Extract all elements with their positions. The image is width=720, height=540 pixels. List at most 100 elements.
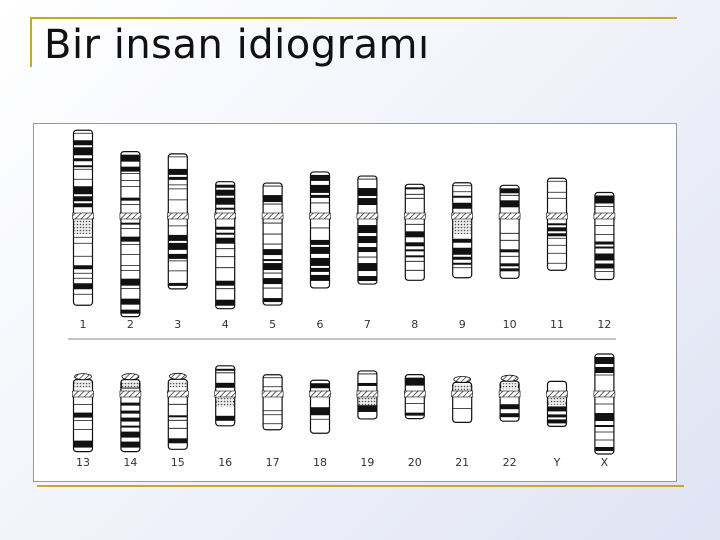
band <box>357 225 377 234</box>
band <box>594 241 614 245</box>
band <box>405 377 425 386</box>
centromere <box>214 212 236 220</box>
centromere <box>261 390 284 398</box>
chromosome-label: 4 <box>222 318 229 331</box>
band <box>500 263 520 267</box>
chromosome-X: X <box>593 353 616 469</box>
chromosome-label: 3 <box>174 318 181 331</box>
chromosome-label: 15 <box>171 456 185 469</box>
chromosome-6: 6 <box>309 171 331 331</box>
chromosome-20: 20 <box>403 374 426 469</box>
centromere <box>593 212 616 220</box>
band <box>120 222 140 225</box>
chromosome-label: 5 <box>269 318 276 331</box>
satellite <box>74 373 92 381</box>
chromosome-21: 21 <box>451 375 474 469</box>
band <box>405 231 425 238</box>
band <box>215 382 235 388</box>
heterochromatin <box>358 398 376 406</box>
band <box>405 242 425 247</box>
centromere <box>72 212 94 220</box>
chromosome-11: 11 <box>546 177 568 331</box>
band <box>310 174 330 181</box>
stalk <box>169 381 187 388</box>
centromere <box>309 390 331 398</box>
band <box>310 257 330 266</box>
band <box>215 226 235 230</box>
chromosome-outline <box>499 184 520 279</box>
band <box>120 197 140 201</box>
band <box>120 417 140 422</box>
chromosome-label: 12 <box>597 318 611 331</box>
band <box>120 298 140 305</box>
band <box>547 406 567 412</box>
band <box>452 202 472 209</box>
centromere <box>546 212 568 220</box>
band <box>594 263 614 269</box>
band <box>547 223 567 226</box>
band <box>594 357 614 364</box>
band <box>120 236 140 242</box>
band <box>310 383 330 389</box>
band <box>357 188 377 197</box>
satellite <box>500 374 519 382</box>
band <box>594 425 614 427</box>
centromere <box>72 390 94 398</box>
chromosome-label: 14 <box>123 456 137 469</box>
centromere <box>167 390 189 398</box>
chromosome-19: 19 <box>356 370 379 469</box>
chromosome-13: 13 <box>72 373 94 469</box>
centromere <box>119 212 142 220</box>
band <box>120 309 140 314</box>
chromosome-22: 22 <box>498 374 521 469</box>
band <box>310 267 330 272</box>
chromosome-16: 16 <box>214 365 236 469</box>
satellite <box>168 372 187 380</box>
chromosome-12: 12 <box>593 191 616 331</box>
band <box>500 268 520 272</box>
band <box>594 246 614 249</box>
band <box>547 419 567 424</box>
band <box>263 263 283 271</box>
stalk <box>501 383 519 390</box>
slide-title: Bir insan idiogramı <box>44 22 430 68</box>
band <box>310 194 330 198</box>
band <box>168 253 188 259</box>
centromere <box>261 212 284 220</box>
heterochromatin <box>216 398 234 407</box>
band <box>73 165 93 168</box>
band <box>263 259 283 262</box>
band <box>73 283 93 290</box>
chromosome-label: 13 <box>76 456 90 469</box>
band <box>73 196 93 202</box>
band <box>215 207 235 210</box>
centromere <box>403 212 426 220</box>
heterochromatin <box>453 220 471 234</box>
band <box>120 441 140 448</box>
band <box>120 154 140 162</box>
chromosome-17: 17 <box>261 374 284 469</box>
band <box>310 246 330 254</box>
chromosome-label: 21 <box>455 456 469 469</box>
chromosome-2: 2 <box>119 151 142 331</box>
chromosome-label: 9 <box>459 318 466 331</box>
band <box>500 413 520 418</box>
band <box>215 189 235 196</box>
chromosome-label: 10 <box>503 318 517 331</box>
chromosome-3: 3 <box>167 153 189 331</box>
chromosome-label: 11 <box>550 318 564 331</box>
chromosome-label: 17 <box>266 456 280 469</box>
chromosome-15: 15 <box>167 372 189 469</box>
title-rule-left <box>30 17 32 67</box>
band <box>73 203 93 208</box>
band <box>168 168 188 175</box>
chromosome-label: 7 <box>364 318 371 331</box>
band <box>547 233 567 237</box>
centromere <box>356 212 379 220</box>
chromosome-label: 6 <box>317 318 324 331</box>
chromosome-label: 20 <box>408 456 422 469</box>
idiogram-figure: 1 2 3 4 5 6 7 8 9 10 11 12 13 14 15 16 17 18 19 20 21 22 Y X <box>33 123 677 482</box>
chromosome-label: 16 <box>218 456 232 469</box>
band <box>452 256 472 260</box>
band <box>263 195 283 203</box>
